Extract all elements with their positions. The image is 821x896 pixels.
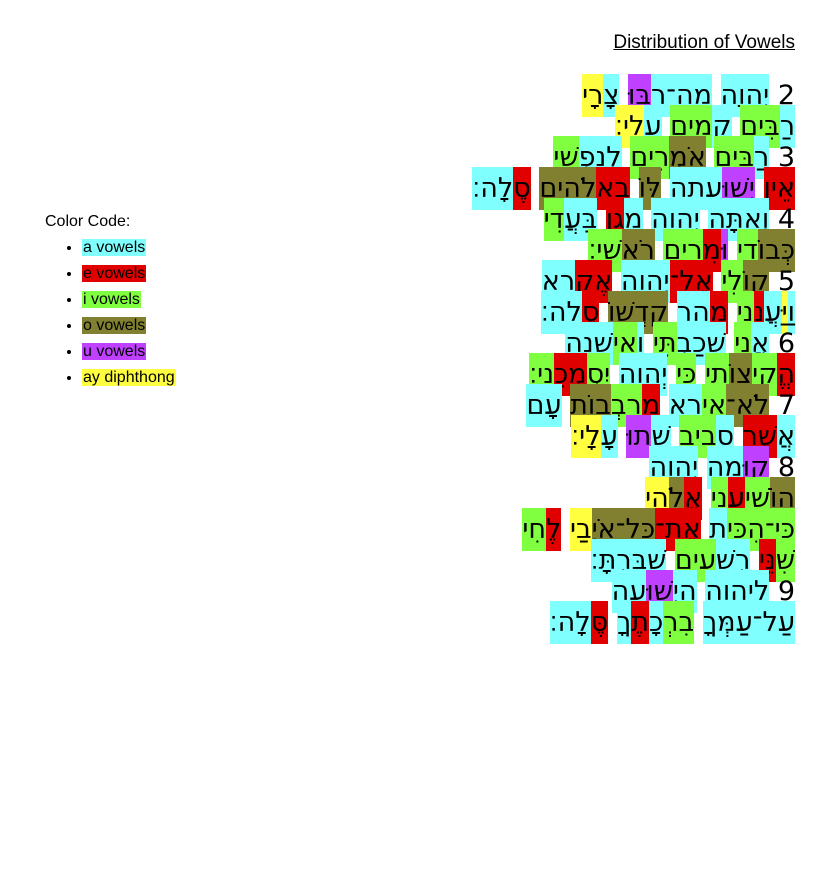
verse-line: כְּבוֹדִי וּמֵרִים רֹאשִׁי׃ [325,229,795,272]
segment: חִי [522,508,547,551]
segment: לָה׃ [549,601,591,644]
segment: תֶ [631,601,649,644]
segment: רָי [582,74,604,117]
word: עָם [526,384,562,427]
legend-label: i vowels [82,291,141,308]
legend-item: ay diphthong [82,365,176,391]
segment: 2 [777,80,795,111]
legend-label: u vowels [82,343,147,360]
segment: 7 [777,390,795,421]
legend-label: o vowels [82,317,147,334]
segment: וַ [787,291,795,334]
segment: וָ [636,322,645,365]
segment: ךָ [616,601,632,644]
segment: 5 [777,266,795,297]
segment: סֶּ [590,601,609,644]
segment: עַל־עַמְּךָ [702,601,795,644]
legend-label: a vowels [82,239,147,256]
segment: וּ [721,229,729,272]
segment: שִׁ [775,539,795,582]
segment: לָה׃ [540,291,582,334]
word: סֶלָה׃ [472,167,531,210]
hebrew-text: 2 יְהוָה מָה־רַבּוּ צָרָי רַבִּים קָמִים … [325,74,795,644]
word: 4 [778,198,795,241]
segment: לֶ [546,508,562,551]
legend-heading: Color Code: [45,213,131,230]
segment: 3 [777,142,795,173]
word: 2 [778,74,795,117]
segment: רַ [779,105,795,148]
word: סֶּלָה׃ [549,601,609,644]
segment: אֲ [776,415,795,458]
word: 7 [778,384,795,427]
word: עָלָי׃ [571,415,618,458]
legend-item: u vowels [82,339,176,365]
legend-item: e vowels [82,261,176,287]
segment: תוּ [626,415,652,458]
segment: 6 [777,328,795,359]
segment: לָי׃ [571,415,601,458]
legend-label: ay diphthong [82,369,176,386]
word: 8 [778,446,795,489]
segment: דִי [543,198,565,241]
legend-item: i vowels [82,287,176,313]
verse-line: אֲשֶׁר סָבִיב שָׁתוּ עָלָי׃ [325,415,795,458]
segment: נֵ [753,291,765,334]
segment: 9 [777,576,795,607]
legend-list: a vowels e vowels i vowels o vowels u vowels… [45,235,176,391]
word: צָרָי [582,74,620,117]
segment: עָם [526,384,562,427]
word: 3 [778,136,795,179]
title: Distribution of Vowels [613,32,795,53]
verse-line: עַל־עַמְּךָ בִרְכָתֶךָ סֶּלָה׃ [325,601,795,644]
segment: רִים [630,136,670,179]
word: 6 [778,322,795,365]
segment: סֶ [513,167,531,210]
segment: עָ [600,415,618,458]
legend-item: o vowels [82,313,176,339]
segment: 4 [777,204,795,235]
legend-label: e vowels [82,265,147,282]
word: 5 [778,260,795,303]
word: אֹמְרִים [630,136,706,179]
word: עַל־עַמְּךָ [702,601,795,644]
word: 9 [778,570,795,613]
legend-item: a vowels [82,235,176,261]
word: בִרְכָתֶךָ [616,601,695,644]
segment: הֱ [777,353,795,396]
word: לֶחִי [522,508,562,551]
segment: 8 [777,452,795,483]
segment: לָה׃ [472,167,514,210]
segment: בִרְ [663,601,695,644]
legend: Color Code: a vowels e vowels i vowels o vo… [45,213,176,391]
segment: כָ [649,601,664,644]
segment: יַּ [781,291,788,334]
verse-line: 7 לֹא־אִירָא מֵרִבְבוֹת עָם [325,384,795,427]
segment: בַי [569,508,592,551]
